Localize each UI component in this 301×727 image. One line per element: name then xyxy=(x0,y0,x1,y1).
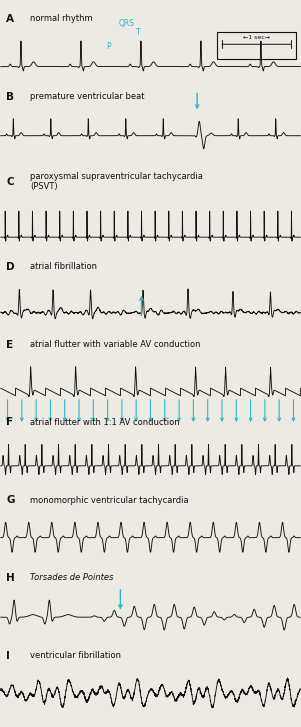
Text: premature ventricular beat: premature ventricular beat xyxy=(30,92,144,101)
Text: C: C xyxy=(6,177,14,187)
Text: D: D xyxy=(6,262,15,272)
Text: Torsades de Pointes: Torsades de Pointes xyxy=(30,574,113,582)
Text: paroxysmal supraventricular tachycardia
(PSVT): paroxysmal supraventricular tachycardia … xyxy=(30,172,203,191)
Text: atrial fibrillation: atrial fibrillation xyxy=(30,262,97,271)
Text: ventricular fibrillation: ventricular fibrillation xyxy=(30,651,121,660)
Text: atrial flutter with 1:1 AV conduction: atrial flutter with 1:1 AV conduction xyxy=(30,418,180,427)
Text: B: B xyxy=(6,92,14,102)
Text: normal rhythm: normal rhythm xyxy=(30,15,93,23)
Text: P: P xyxy=(106,42,111,51)
Text: E: E xyxy=(6,340,13,350)
Text: QRS: QRS xyxy=(118,19,135,28)
Text: G: G xyxy=(6,495,14,505)
Text: F: F xyxy=(6,417,13,427)
Text: atrial flutter with variable AV conduction: atrial flutter with variable AV conducti… xyxy=(30,340,200,349)
Text: H: H xyxy=(6,573,15,583)
Text: I: I xyxy=(6,651,10,661)
Text: monomorphic ventricular tachycardia: monomorphic ventricular tachycardia xyxy=(30,496,189,505)
Text: ←1 sec→: ←1 sec→ xyxy=(243,35,270,40)
Text: T: T xyxy=(136,28,141,36)
Text: A: A xyxy=(6,14,14,24)
